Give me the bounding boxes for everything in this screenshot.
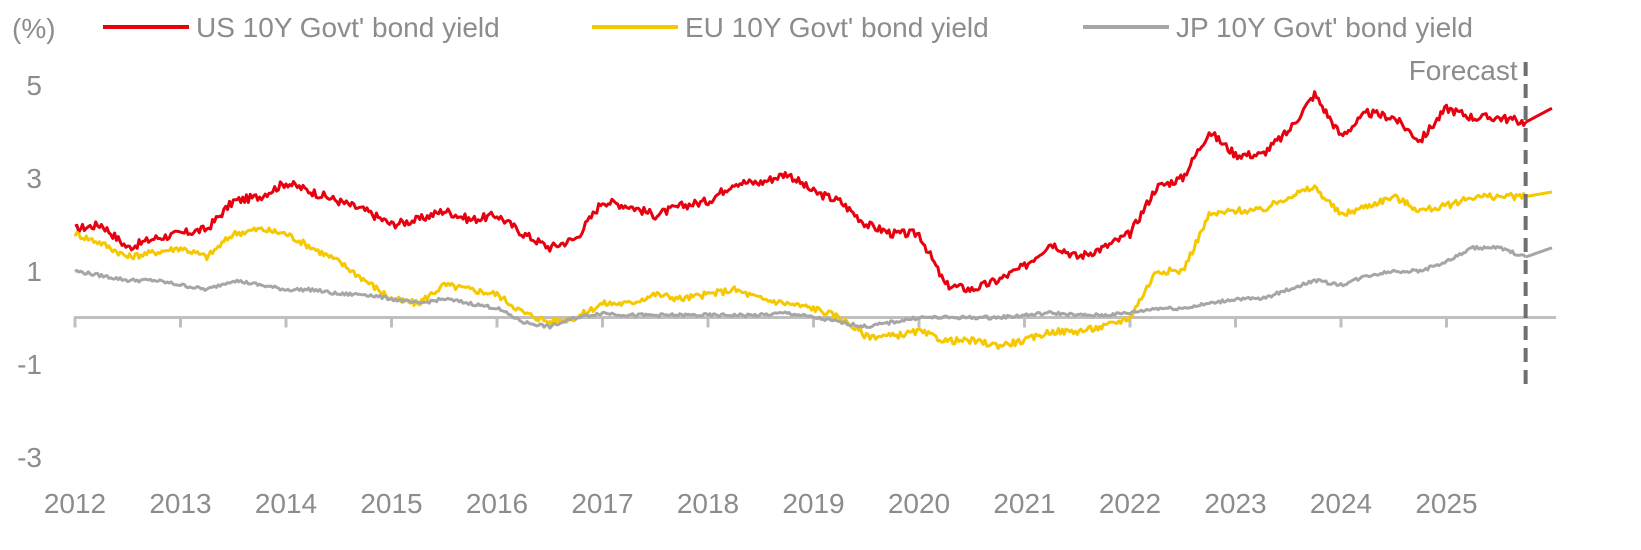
series-line-jp: [74, 244, 1527, 330]
x-tick-label: 2018: [677, 488, 739, 519]
legend: US 10Y Govt' bond yield EU 10Y Govt' bond…: [103, 12, 1473, 43]
series-line-us: [74, 90, 1527, 294]
x-tick-label: 2014: [255, 488, 317, 519]
y-axis-unit-label: (%): [12, 13, 56, 44]
series-line-eu: [73, 184, 1527, 351]
x-tick-label: 2024: [1310, 488, 1372, 519]
y-tick-label: 1: [26, 256, 42, 287]
legend-label: EU 10Y Govt' bond yield: [685, 12, 989, 43]
y-axis-ticks: -3 -1 1 3 5: [17, 70, 42, 473]
y-tick-label: -3: [17, 442, 42, 473]
x-tick-label: 2017: [571, 488, 633, 519]
legend-label: US 10Y Govt' bond yield: [196, 12, 500, 43]
x-tick-label: 2019: [782, 488, 844, 519]
plot-area: [73, 90, 1553, 351]
forecast-line-eu: [1525, 190, 1553, 199]
x-tick-label: 2022: [1099, 488, 1161, 519]
x-tick-label: 2020: [888, 488, 950, 519]
x-tick-label: 2021: [993, 488, 1055, 519]
y-tick-label: 5: [26, 70, 42, 101]
forecast-label: Forecast: [1409, 55, 1518, 86]
forecast-line-jp: [1525, 246, 1553, 259]
x-tick-label: 2023: [1204, 488, 1266, 519]
legend-label: JP 10Y Govt' bond yield: [1176, 12, 1473, 43]
y-tick-label: -1: [17, 349, 42, 380]
x-tick-label: 2025: [1415, 488, 1477, 519]
x-axis: 2012 2013 2014 2015 2016 2017 2018 2019 2020 2021…: [44, 316, 1556, 519]
x-tick-label: 2016: [466, 488, 528, 519]
x-tick-label: 2013: [149, 488, 211, 519]
y-tick-label: 3: [26, 163, 42, 194]
x-tick-label: 2012: [44, 488, 106, 519]
forecast-line-us: [1524, 106, 1553, 124]
x-tick-label: 2015: [360, 488, 422, 519]
